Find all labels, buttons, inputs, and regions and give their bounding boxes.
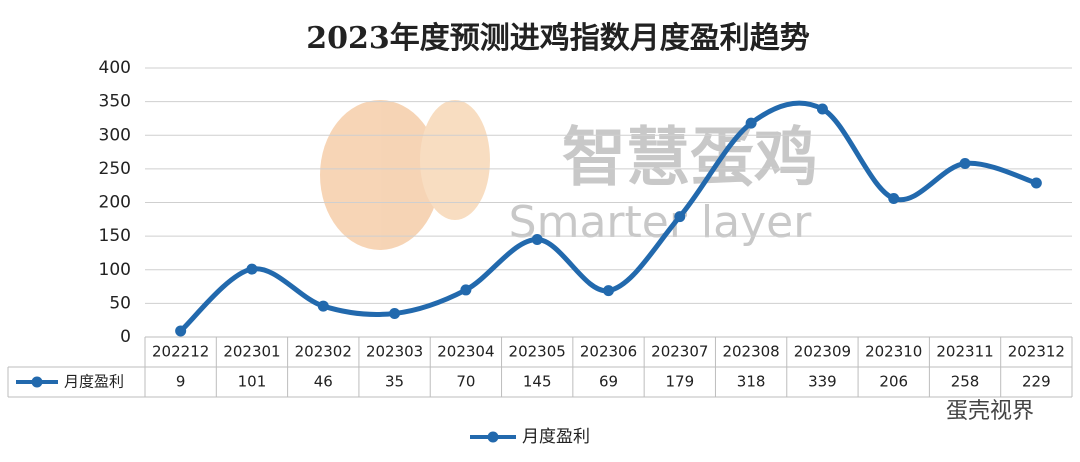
y-tick-label: 50 xyxy=(109,293,131,313)
point xyxy=(246,263,258,275)
table-value: 69 xyxy=(599,373,618,391)
point xyxy=(389,307,401,319)
point xyxy=(959,157,971,169)
table-value: 179 xyxy=(665,373,694,391)
x-tick-label: 202311 xyxy=(936,343,993,361)
point xyxy=(175,325,187,337)
x-tick-label: 202303 xyxy=(366,343,423,361)
x-tick-label: 202307 xyxy=(651,343,708,361)
y-tick-label: 400 xyxy=(99,58,131,78)
table-value: 258 xyxy=(951,373,980,391)
chart-title: 2023年度预测进鸡指数月度盈利趋势 xyxy=(306,21,810,56)
y-tick-label: 350 xyxy=(99,92,131,112)
x-tick-label: 202302 xyxy=(295,343,352,361)
point xyxy=(531,233,543,245)
x-tick-label: 202301 xyxy=(223,343,280,361)
table-value: 318 xyxy=(737,373,766,391)
x-tick-label: 202212 xyxy=(152,343,209,361)
point xyxy=(816,103,828,115)
table-value: 35 xyxy=(385,373,404,391)
y-tick-label: 100 xyxy=(99,260,131,280)
y-tick-label: 150 xyxy=(99,226,131,246)
table-value: 70 xyxy=(456,373,475,391)
table-value: 101 xyxy=(238,373,267,391)
y-tick-label: 200 xyxy=(99,193,131,213)
point xyxy=(317,300,329,312)
x-tick-label: 202305 xyxy=(509,343,566,361)
table-value: 206 xyxy=(879,373,908,391)
point xyxy=(460,284,472,296)
y-tick-label: 250 xyxy=(99,159,131,179)
watermark-logo xyxy=(320,100,490,250)
table-value: 46 xyxy=(314,373,333,391)
x-tick-label: 202312 xyxy=(1008,343,1065,361)
table-value: 9 xyxy=(176,373,186,391)
x-tick-label: 202310 xyxy=(865,343,922,361)
point xyxy=(745,117,757,129)
legend-label: 月度盈利 xyxy=(522,427,590,447)
y-tick-label: 0 xyxy=(120,327,131,347)
point xyxy=(674,211,686,223)
point xyxy=(603,285,614,297)
legend-marker xyxy=(487,431,499,443)
y-tick-label: 300 xyxy=(99,125,131,145)
table-value: 229 xyxy=(1022,373,1051,391)
x-tick-label: 202304 xyxy=(437,343,494,361)
point xyxy=(888,192,900,204)
x-tick-label: 202309 xyxy=(794,343,851,361)
watermark-cn: 智慧蛋鸡 xyxy=(562,122,818,196)
source-label: 蛋壳视界 xyxy=(946,399,1034,424)
x-tick-label: 202306 xyxy=(580,343,637,361)
point xyxy=(1030,177,1042,189)
table-value: 145 xyxy=(523,373,552,391)
table-legend-marker xyxy=(31,376,43,388)
x-tick-label: 202308 xyxy=(722,343,779,361)
table-series-name: 月度盈利 xyxy=(64,373,124,391)
table-value: 339 xyxy=(808,373,837,391)
